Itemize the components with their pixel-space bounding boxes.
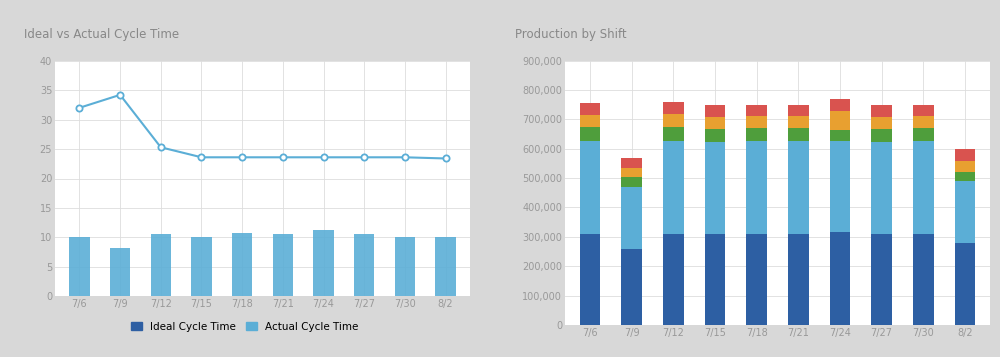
Bar xyxy=(313,230,334,296)
Bar xyxy=(913,128,934,141)
Bar xyxy=(788,116,809,128)
Bar xyxy=(871,235,892,325)
Bar xyxy=(580,127,600,141)
Bar xyxy=(871,142,892,235)
Bar xyxy=(788,128,809,141)
Bar xyxy=(663,114,684,127)
Bar xyxy=(955,149,975,161)
Bar xyxy=(788,141,809,234)
Bar xyxy=(663,141,684,234)
Bar xyxy=(830,99,850,111)
Bar xyxy=(663,234,684,325)
Bar xyxy=(435,237,456,296)
Bar xyxy=(69,237,90,296)
Bar xyxy=(913,141,934,234)
Bar xyxy=(913,116,934,128)
Bar xyxy=(746,234,767,325)
Bar xyxy=(705,117,725,129)
Bar xyxy=(110,248,130,296)
Bar xyxy=(871,105,892,117)
Bar xyxy=(621,248,642,325)
Bar xyxy=(580,141,600,234)
Bar xyxy=(395,237,415,296)
Bar xyxy=(151,235,171,296)
Bar xyxy=(354,235,374,296)
Bar xyxy=(746,141,767,234)
Bar xyxy=(663,127,684,141)
Bar xyxy=(830,141,850,232)
Bar xyxy=(788,234,809,325)
Bar xyxy=(830,232,850,325)
Bar xyxy=(871,117,892,129)
Bar xyxy=(955,181,975,243)
Bar xyxy=(580,103,600,115)
Bar xyxy=(955,161,975,172)
Bar xyxy=(913,105,934,116)
Text: Ideal vs Actual Cycle Time: Ideal vs Actual Cycle Time xyxy=(24,28,179,41)
Bar xyxy=(705,129,725,142)
Text: Production by Shift: Production by Shift xyxy=(515,28,626,41)
Bar xyxy=(705,235,725,325)
Bar xyxy=(830,111,850,130)
Bar xyxy=(913,234,934,325)
Bar xyxy=(955,243,975,325)
Bar xyxy=(788,105,809,116)
Bar xyxy=(621,169,642,177)
Bar xyxy=(705,105,725,117)
Bar xyxy=(871,129,892,142)
Bar xyxy=(621,177,642,187)
Bar xyxy=(232,233,252,296)
Bar xyxy=(663,102,684,114)
Bar xyxy=(621,187,642,248)
Bar xyxy=(580,234,600,325)
Bar xyxy=(746,116,767,128)
Bar xyxy=(746,128,767,141)
Legend: Ideal Cycle Time, Actual Cycle Time: Ideal Cycle Time, Actual Cycle Time xyxy=(127,317,363,336)
Bar xyxy=(746,105,767,116)
Bar xyxy=(705,142,725,235)
Bar xyxy=(191,237,212,296)
Bar xyxy=(955,172,975,181)
Bar xyxy=(580,115,600,127)
Bar xyxy=(830,130,850,141)
Bar xyxy=(621,157,642,169)
Bar xyxy=(273,234,293,296)
